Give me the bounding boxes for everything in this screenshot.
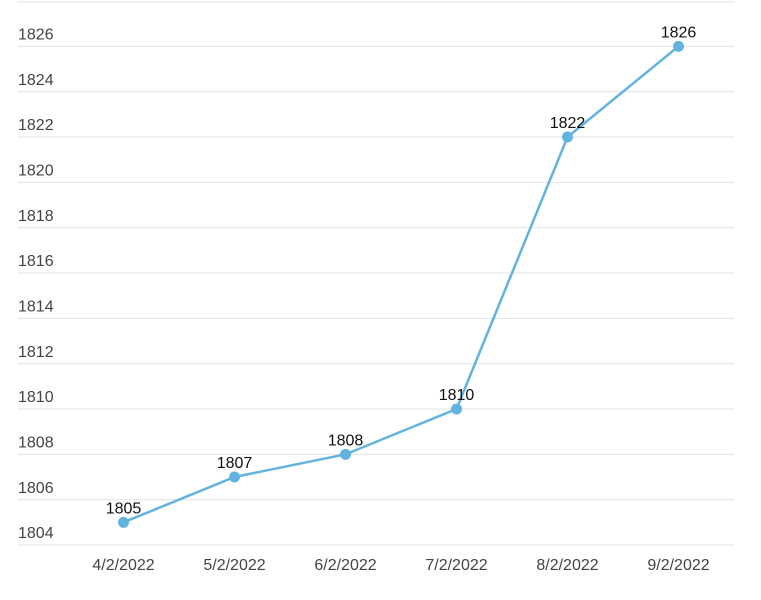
point: [562, 131, 573, 143]
data-label: 1807: [217, 455, 253, 472]
y-tick-label: 1810: [18, 389, 54, 406]
y-tick-label: 1806: [18, 480, 54, 497]
y-tick-label: 1818: [18, 208, 54, 225]
y-tick-label: 1814: [18, 299, 54, 316]
point: [451, 403, 462, 415]
point: [673, 40, 684, 52]
point: [118, 516, 129, 528]
point: [229, 471, 240, 483]
x-tick-label: 6/2/2022: [314, 557, 376, 574]
data-label: 1822: [550, 115, 586, 132]
x-tick-label: 8/2/2022: [536, 557, 598, 574]
y-tick-label: 1826: [18, 27, 54, 44]
data-label: 1810: [439, 387, 475, 404]
y-tick-label: 1824: [18, 72, 54, 89]
x-tick-label: 5/2/2022: [203, 557, 265, 574]
data-label: 1805: [106, 501, 142, 518]
data-label: 1808: [328, 433, 364, 450]
x-tick-label: 7/2/2022: [425, 557, 487, 574]
y-tick-label: 1812: [18, 344, 54, 361]
line: [123, 45, 680, 524]
y-tick-label: 1808: [18, 435, 54, 452]
x-tick-label: 4/2/2022: [92, 557, 154, 574]
data-label: 1826: [661, 25, 697, 42]
y-tick-label: 1804: [18, 525, 54, 542]
y-tick-label: 1820: [18, 163, 54, 180]
y-tick-label: 1816: [18, 253, 54, 270]
x-tick-label: 9/2/2022: [647, 557, 709, 574]
y-tick-label: 1822: [18, 117, 54, 134]
point: [340, 448, 351, 460]
